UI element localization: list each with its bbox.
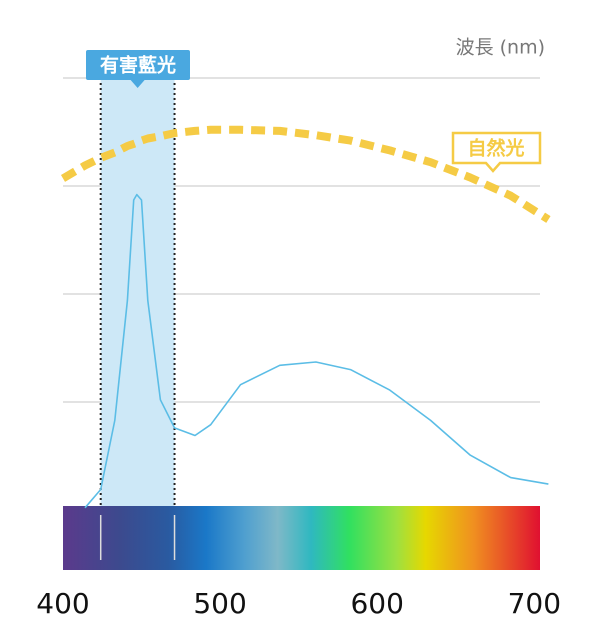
- legend-box: [451, 131, 542, 173]
- band: [100, 78, 175, 510]
- series-line: [84, 193, 549, 509]
- x-tick-label: 400: [36, 587, 89, 620]
- x-tick-label: 600: [350, 587, 403, 620]
- x-tick-label: 700: [508, 587, 561, 620]
- band-label: 有害藍光: [100, 54, 176, 77]
- legend-label: 自然光: [467, 137, 524, 160]
- spectrum-bar: [63, 506, 540, 570]
- x-tick-label: 500: [193, 587, 246, 620]
- series-line: [60, 125, 551, 223]
- band-label-pointer: [130, 80, 145, 88]
- axis-title: 波長 (nm): [456, 37, 545, 59]
- band-label-box: [86, 50, 190, 80]
